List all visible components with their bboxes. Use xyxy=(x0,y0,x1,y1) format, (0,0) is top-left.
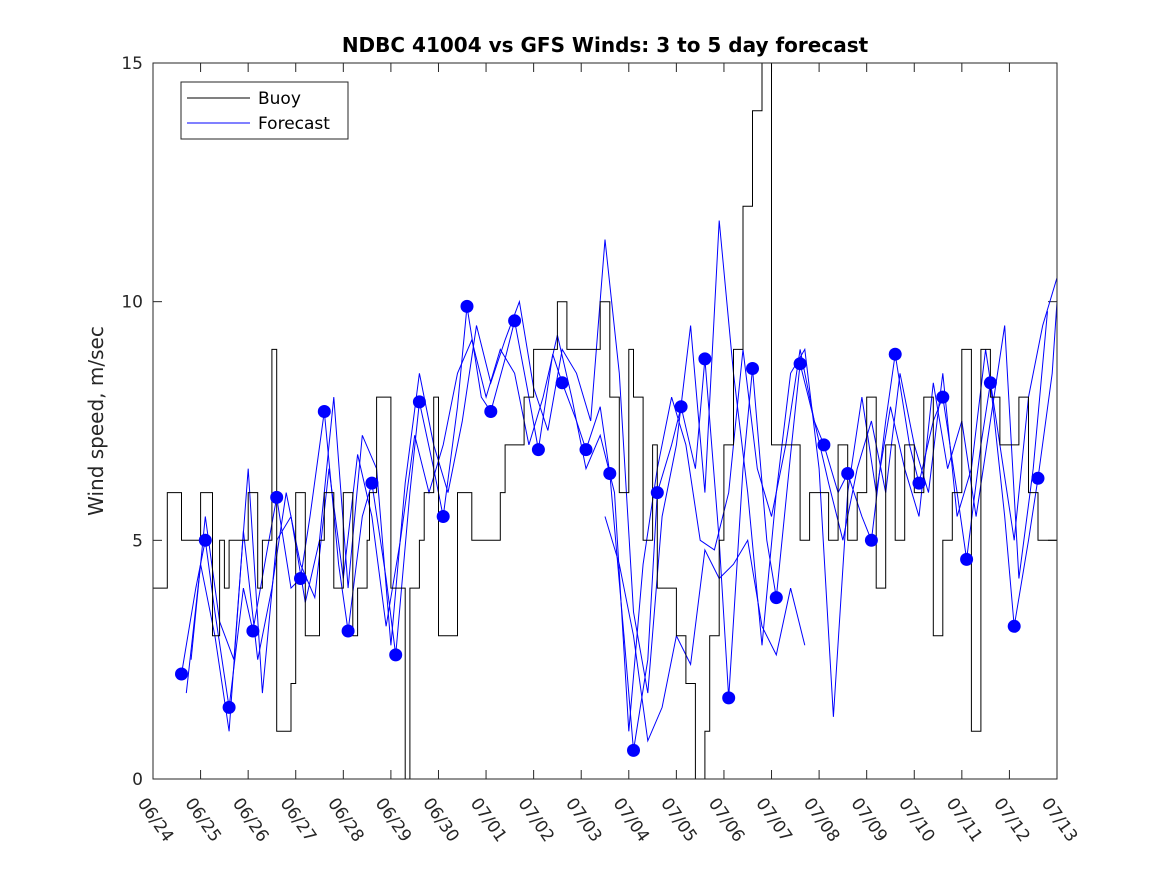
chart-title: NDBC 41004 vs GFS Winds: 3 to 5 day fore… xyxy=(342,33,869,57)
forecast-marker xyxy=(555,376,569,390)
forecast-marker xyxy=(270,490,284,504)
forecast-marker xyxy=(460,299,474,313)
forecast-marker xyxy=(627,743,640,757)
legend: Buoy Forecast xyxy=(180,81,349,140)
forecast-trace xyxy=(604,516,806,743)
forecast-marker xyxy=(294,572,307,585)
forecast-marker xyxy=(341,624,355,638)
forecast-marker xyxy=(436,510,450,523)
x-tick-label: 06/25 xyxy=(180,794,224,846)
buoy-line xyxy=(153,63,1057,779)
plot-background xyxy=(153,63,1057,779)
x-tick-label: 07/07 xyxy=(751,794,795,846)
forecast-marker xyxy=(222,700,236,714)
plot-frame xyxy=(152,62,1058,780)
y-axis-ticks: 0 5 10 15 xyxy=(121,54,1057,790)
legend-buoy-label: Buoy xyxy=(258,89,301,109)
forecast-marker xyxy=(746,362,759,375)
forecast-marker xyxy=(936,390,950,404)
x-tick-label: 07/02 xyxy=(514,794,558,846)
x-tick-label: 07/09 xyxy=(847,794,891,846)
x-tick-label: 07/11 xyxy=(942,794,986,846)
forecast-marker xyxy=(722,691,736,705)
forecast-marker xyxy=(484,405,498,418)
forecast-marker xyxy=(793,357,807,371)
legend-box xyxy=(180,81,349,140)
legend-forecast-label: Forecast xyxy=(258,114,330,134)
forecast-marker xyxy=(912,476,926,490)
x-tick-label: 07/13 xyxy=(1037,794,1081,846)
forecast-marker xyxy=(650,486,664,500)
forecast-marker xyxy=(412,395,426,409)
x-tick-label: 07/10 xyxy=(894,794,938,846)
forecast-marker xyxy=(769,591,783,605)
y-tick-label: 5 xyxy=(132,531,143,551)
y-tick-label: 10 xyxy=(121,293,143,313)
x-tick-label: 07/04 xyxy=(609,794,653,846)
y-axis-label: Wind speed, m/sec xyxy=(84,326,108,516)
x-tick-label: 07/01 xyxy=(466,794,510,846)
x-tick-label: 06/29 xyxy=(371,794,415,846)
x-tick-label: 07/12 xyxy=(989,794,1033,846)
plot-area xyxy=(153,63,1057,779)
y-tick-label: 0 xyxy=(132,770,143,790)
forecast-marker xyxy=(175,667,188,681)
x-tick-label: 06/30 xyxy=(418,794,462,846)
x-tick-label: 07/03 xyxy=(561,794,605,846)
forecast-marker xyxy=(389,648,403,662)
forecast-markers xyxy=(175,299,1045,757)
forecast-marker xyxy=(888,347,902,361)
x-tick-label: 07/06 xyxy=(704,794,748,846)
x-tick-label: 06/24 xyxy=(133,794,177,846)
forecast-marker xyxy=(698,352,712,366)
forecast-marker xyxy=(960,552,974,566)
x-tick-label: 06/28 xyxy=(323,794,367,846)
forecast-marker xyxy=(365,476,379,490)
forecast-marker xyxy=(531,443,545,457)
buoy-series xyxy=(153,63,1057,779)
x-tick-label: 07/05 xyxy=(656,794,700,846)
forecast-marker xyxy=(579,443,593,457)
x-tick-label: 06/26 xyxy=(228,794,272,846)
forecast-marker xyxy=(603,467,617,480)
forecast-marker xyxy=(1007,619,1021,633)
forecast-trace xyxy=(185,277,1057,732)
forecast-marker xyxy=(864,533,878,547)
forecast-marker xyxy=(317,405,331,418)
y-tick-label: 15 xyxy=(121,54,143,74)
forecast-marker xyxy=(198,533,212,547)
x-tick-label: 06/27 xyxy=(276,794,320,846)
forecast-marker xyxy=(246,624,260,638)
forecast-marker xyxy=(817,438,831,452)
forecast-marker xyxy=(1031,471,1045,485)
forecast-marker xyxy=(508,314,522,328)
forecast-marker xyxy=(674,400,688,414)
forecast-marker xyxy=(841,467,855,480)
forecast-series xyxy=(181,220,1057,751)
x-tick-label: 07/08 xyxy=(799,794,843,846)
forecast-trace xyxy=(181,301,1057,751)
forecast-marker xyxy=(983,376,997,390)
